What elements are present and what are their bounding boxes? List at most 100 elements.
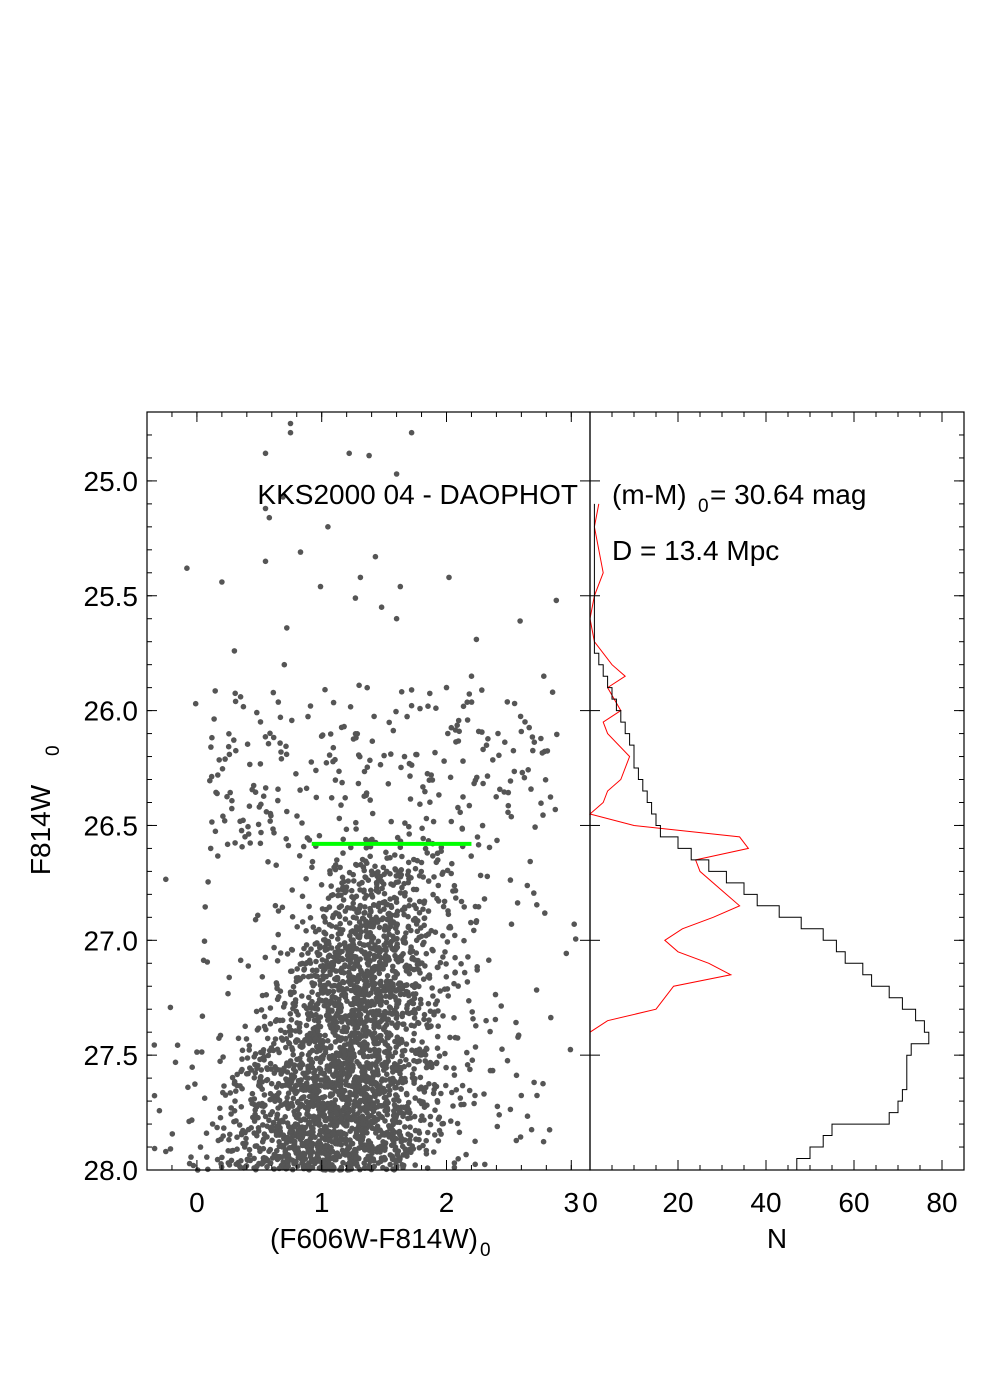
star-point [219,1154,225,1161]
star-point [378,982,384,988]
star-point [326,752,333,758]
star-point [300,973,307,980]
star-point [367,1047,373,1053]
star-point [345,1018,351,1025]
star-point [357,1032,364,1038]
star-point [307,1063,314,1070]
star-point [280,494,286,500]
star-point [392,867,399,873]
star-point [305,1016,312,1022]
star-point [384,1071,390,1078]
star-point [472,1044,479,1050]
star-point [335,953,341,959]
star-point [433,705,439,711]
star-point [359,856,366,863]
star-point [283,743,289,750]
star-point [320,1100,326,1106]
star-point [314,1043,320,1050]
star-point [312,972,318,979]
star-point [252,1070,259,1076]
star-point [188,1154,194,1160]
star-point [359,1113,366,1120]
star-point [448,1118,454,1124]
star-point [283,1140,290,1146]
star-point [307,1113,313,1120]
star-point [384,855,390,861]
star-point [466,998,472,1004]
star-point [204,1154,210,1160]
star-point [300,1157,307,1164]
star-point [393,615,400,622]
star-point [364,860,370,866]
star-point [274,1115,280,1122]
star-point [447,923,453,930]
star-point [386,719,393,726]
star-point [357,1127,364,1133]
star-point [266,1117,272,1124]
star-point [481,896,488,902]
star-point [417,1074,424,1081]
star-point [549,689,556,695]
star-point [454,1120,461,1127]
star-point [321,1160,328,1167]
lf-black-histogram [593,503,930,1171]
star-point [299,1040,305,1046]
star-point [353,1102,360,1109]
star-point [423,1137,430,1144]
star-point [513,1072,520,1079]
star-point [276,1090,282,1096]
star-point [474,774,480,781]
star-point [377,1087,384,1093]
star-point [349,894,355,900]
star-point [313,1055,320,1062]
star-point [364,1060,370,1066]
star-point [246,1047,252,1053]
star-point [381,1147,388,1153]
star-point [254,912,261,919]
star-point [464,717,471,723]
star-point [218,1161,224,1167]
star-point [299,1151,306,1158]
star-point [410,1037,416,1044]
star-point [401,753,408,760]
star-point [248,1097,254,1103]
star-point [326,941,332,947]
star-point [217,1114,224,1121]
star-point [244,741,251,747]
star-point [446,574,452,581]
star-point [271,944,277,951]
star-point [394,944,401,950]
star-point [370,1102,377,1108]
star-point [390,981,396,987]
star-point [212,688,218,694]
lf-panel: 0 20 40 60 80 (m-M) 0 = 30.64 mag D = 13.4 M… [582,411,965,1254]
star-point [391,1102,398,1108]
star-point [214,1156,221,1163]
star-point [375,889,382,895]
star-point [552,806,559,813]
star-point [319,1094,326,1101]
star-point [351,1039,357,1045]
star-point [440,1013,446,1019]
star-point [346,450,353,457]
star-point [379,885,385,892]
star-point [368,1156,374,1162]
star-point [416,910,423,916]
star-point [369,738,376,744]
star-point [356,682,362,689]
star-point [389,1011,396,1017]
star-point [229,797,235,804]
star-point [396,1119,403,1126]
star-point [343,1028,350,1035]
star-point [443,684,450,691]
star-point [437,959,444,966]
star-point [540,812,546,818]
star-point [439,1121,445,1127]
star-point [340,836,347,843]
star-point [466,802,473,809]
star-point [399,907,406,913]
star-point [383,849,389,856]
star-point [306,994,312,1001]
star-point [328,1091,334,1097]
star-point [367,1122,374,1129]
